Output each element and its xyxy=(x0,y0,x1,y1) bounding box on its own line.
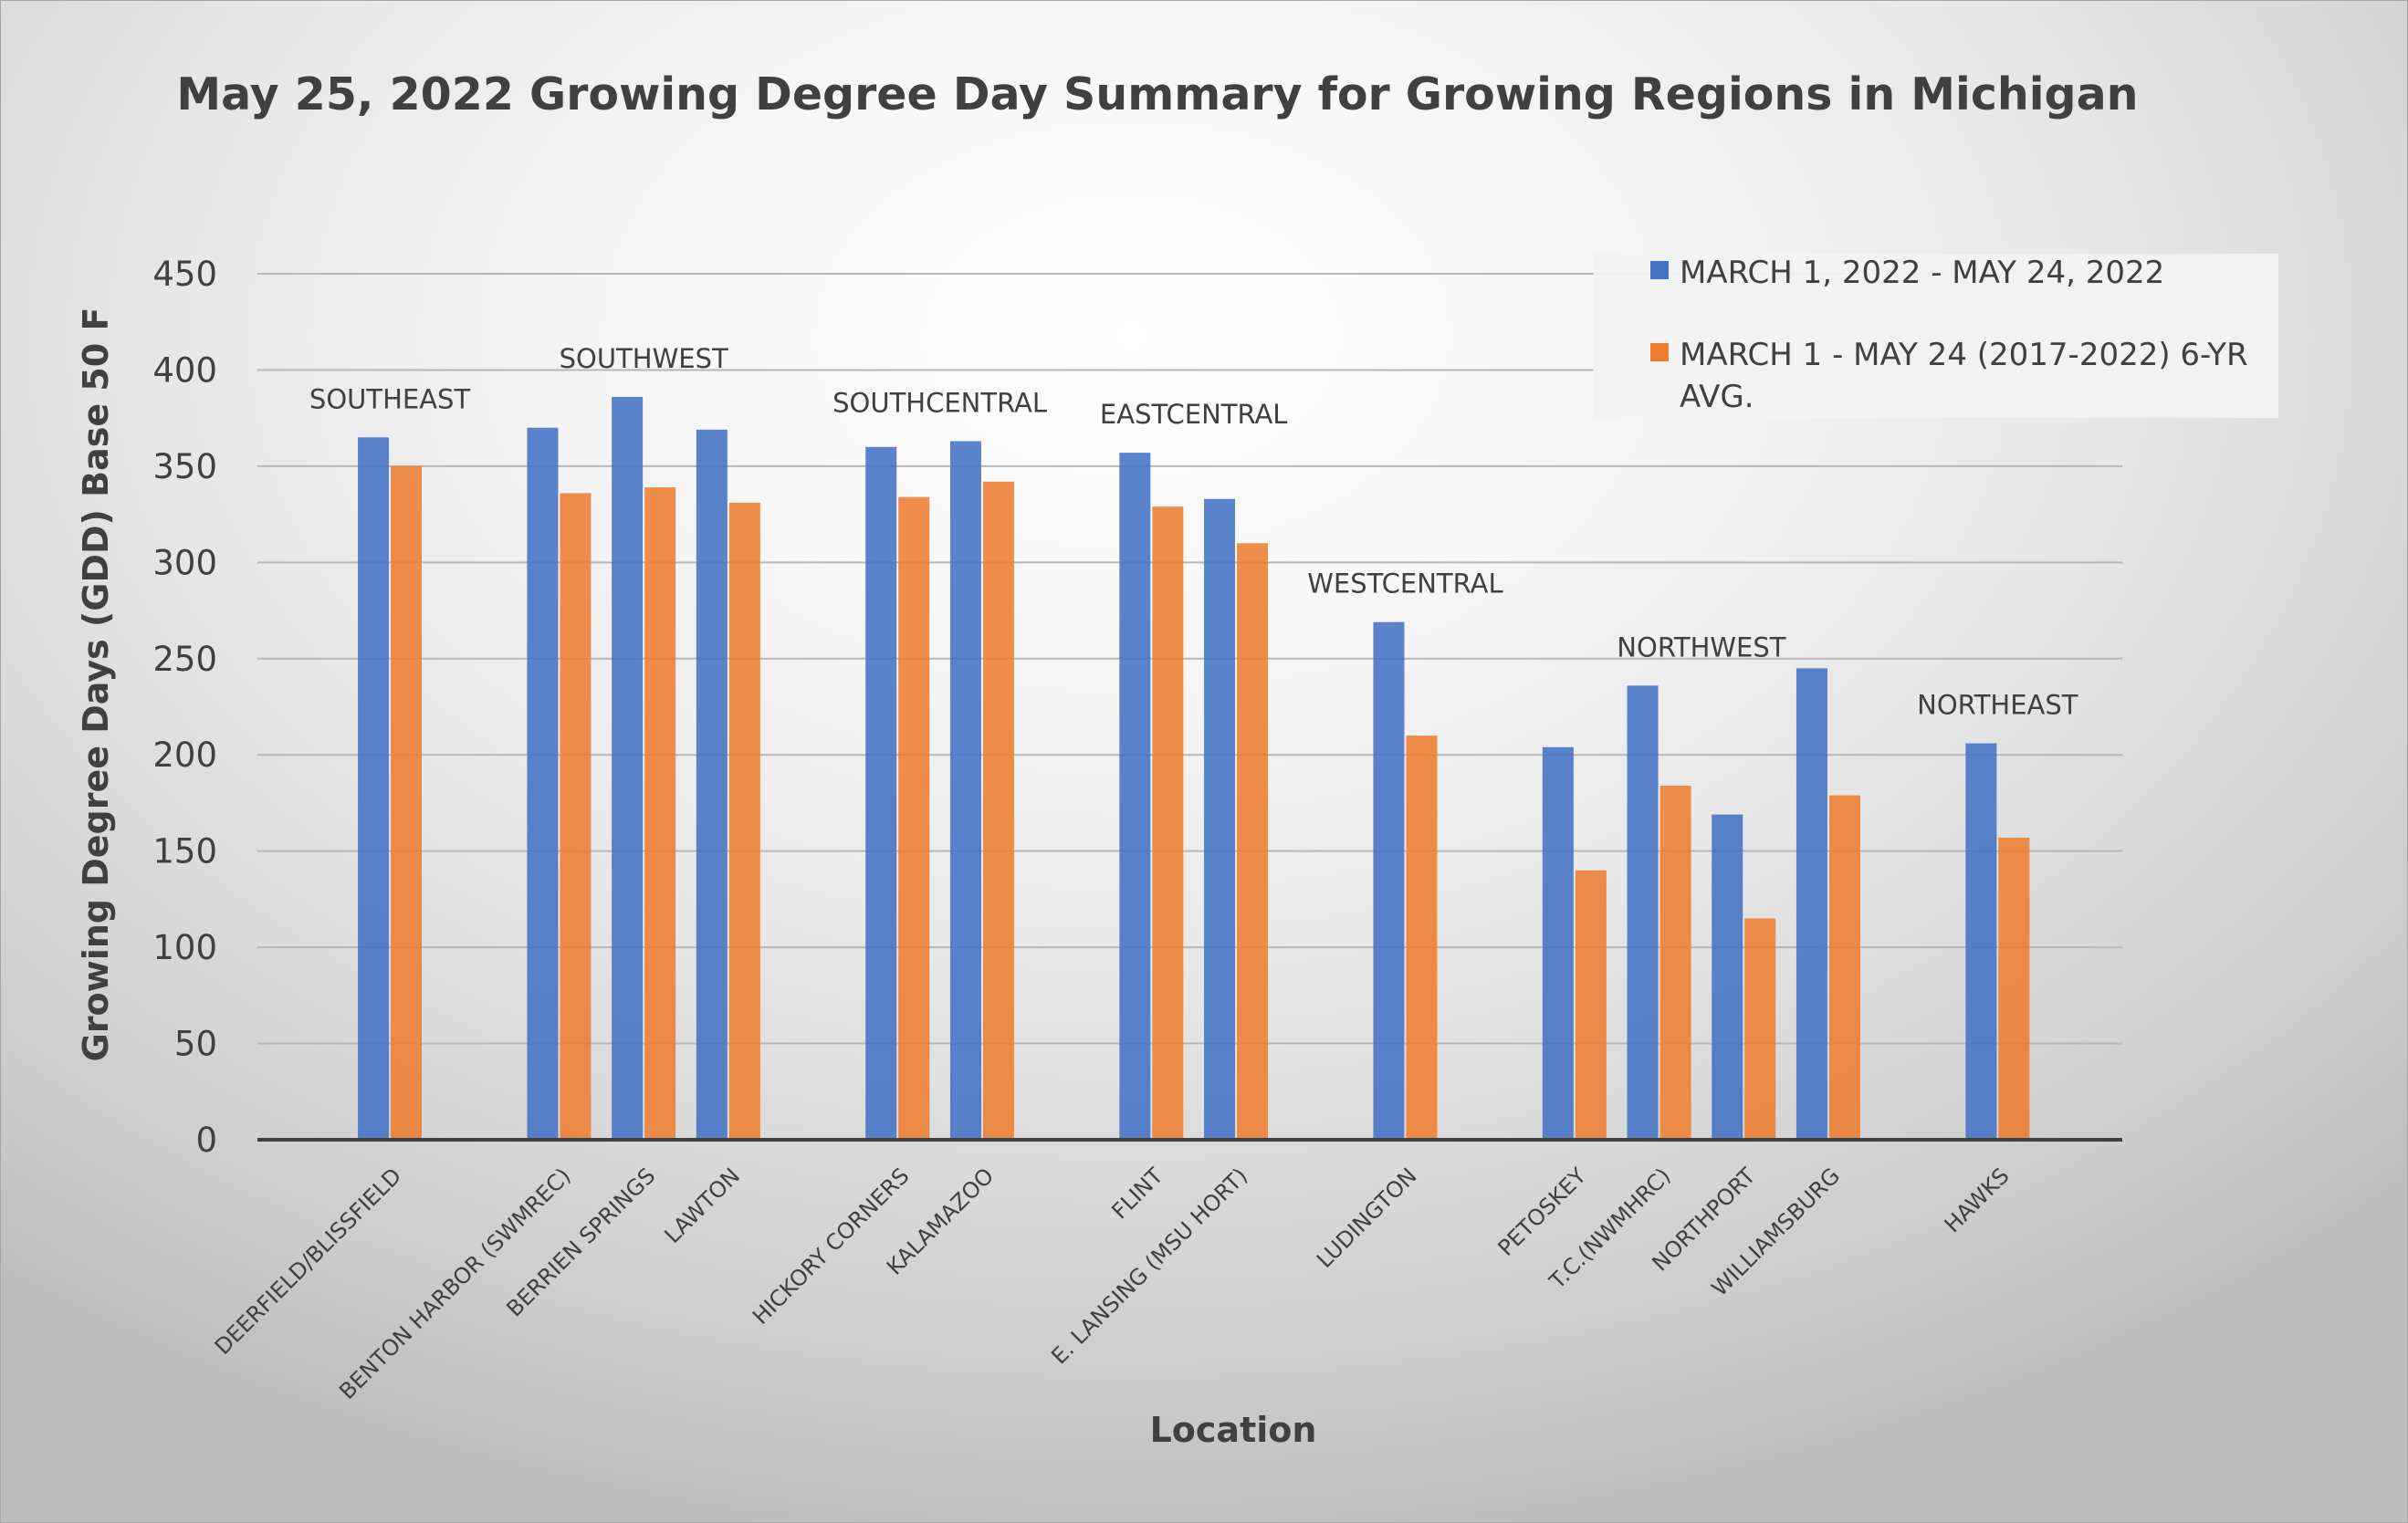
chart-title: May 25, 2022 Growing Degree Day Summary … xyxy=(176,68,2138,120)
bar-gdd-6yr-avg xyxy=(1659,785,1691,1140)
bar-gdd-6yr-avg xyxy=(1237,543,1269,1140)
legend-swatch xyxy=(1650,343,1669,361)
legend-swatch xyxy=(1650,261,1669,279)
bar-gdd-2022 xyxy=(1542,746,1574,1140)
bar-gdd-2022 xyxy=(358,437,390,1140)
bar-gdd-2022 xyxy=(865,446,897,1140)
y-tick-label: 450 xyxy=(152,255,217,294)
bar-gdd-2022 xyxy=(1373,621,1405,1140)
legend-label: MARCH 1, 2022 - MAY 24, 2022 xyxy=(1680,255,2164,291)
bar-gdd-6yr-avg xyxy=(982,481,1014,1140)
legend: MARCH 1, 2022 - MAY 24, 2022 MARCH 1 - MA… xyxy=(1594,254,2278,418)
x-tick-label: HAWKS xyxy=(1940,1163,2015,1237)
bar-gdd-6yr-avg xyxy=(1152,506,1184,1140)
y-tick-label: 400 xyxy=(152,350,217,390)
bar-gdd-2022 xyxy=(1204,498,1236,1140)
bars xyxy=(358,396,2030,1141)
legend-label: MARCH 1 - MAY 24 (2017-2022) 6-YR xyxy=(1680,337,2248,373)
bar-gdd-6yr-avg xyxy=(898,496,930,1140)
y-tick-label: 50 xyxy=(174,1025,217,1064)
legend-label: AVG. xyxy=(1680,379,1754,415)
bar-gdd-2022 xyxy=(612,396,644,1141)
bar-gdd-6yr-avg xyxy=(1406,735,1438,1140)
region-labels: SOUTHEAST SOUTHWEST SOUTHCENTRAL EASTCENTRA… xyxy=(309,343,2078,721)
bar-gdd-6yr-avg xyxy=(644,487,676,1140)
bar-gdd-2022 xyxy=(1965,743,1997,1140)
bar-gdd-2022 xyxy=(527,427,559,1140)
x-tick-label: DEERFIELD/BLISSFIELD xyxy=(210,1163,406,1359)
bar-gdd-2022 xyxy=(1712,814,1743,1140)
x-tick-label: FLINT xyxy=(1107,1163,1168,1224)
bar-gdd-6yr-avg xyxy=(728,502,760,1140)
bar-gdd-6yr-avg xyxy=(1575,870,1607,1140)
bar-gdd-2022 xyxy=(1119,453,1151,1140)
y-tick-label: 250 xyxy=(152,640,217,679)
y-tick-label: 200 xyxy=(152,735,217,775)
y-tick-label: 350 xyxy=(152,447,217,486)
region-label: SOUTHEAST xyxy=(309,383,471,414)
region-label: WESTCENTRAL xyxy=(1307,569,1502,600)
y-axis-title: Growing Degree Days (GDD) Base 50 F xyxy=(76,308,116,1062)
region-label: NORTHWEST xyxy=(1617,631,1785,662)
y-tick-label: 300 xyxy=(152,543,217,582)
x-axis-title: Location xyxy=(1150,1410,1317,1450)
bar-gdd-2022 xyxy=(1627,685,1659,1140)
y-tick-labels: 0 50 100 150 200 250 300 350 400 450 xyxy=(152,255,217,1160)
bar-gdd-2022 xyxy=(949,441,981,1140)
bar-gdd-6yr-avg xyxy=(560,493,592,1140)
region-label: EASTCENTRAL xyxy=(1100,399,1288,430)
region-label: NORTHEAST xyxy=(1917,690,2078,721)
region-label: SOUTHWEST xyxy=(560,343,728,374)
region-label: SOUTHCENTRAL xyxy=(832,387,1047,418)
bar-gdd-2022 xyxy=(696,429,728,1140)
bar-gdd-2022 xyxy=(1796,668,1827,1140)
x-tick-label: BERRIEN SPRINGS xyxy=(501,1163,660,1321)
bar-gdd-6yr-avg xyxy=(1998,837,2030,1140)
bar-gdd-6yr-avg xyxy=(391,465,423,1140)
y-tick-label: 100 xyxy=(152,928,217,967)
legend-background xyxy=(1594,254,2278,418)
x-tick-label: LUDINGTON xyxy=(1312,1163,1422,1273)
y-tick-label: 150 xyxy=(152,832,217,871)
bar-gdd-6yr-avg xyxy=(1828,795,1860,1140)
x-tick-label: HICKORY CORNERS xyxy=(748,1163,914,1329)
bar-gdd-6yr-avg xyxy=(1744,918,1776,1140)
x-tick-label: LAWTON xyxy=(660,1163,746,1248)
y-tick-label: 0 xyxy=(195,1121,217,1160)
